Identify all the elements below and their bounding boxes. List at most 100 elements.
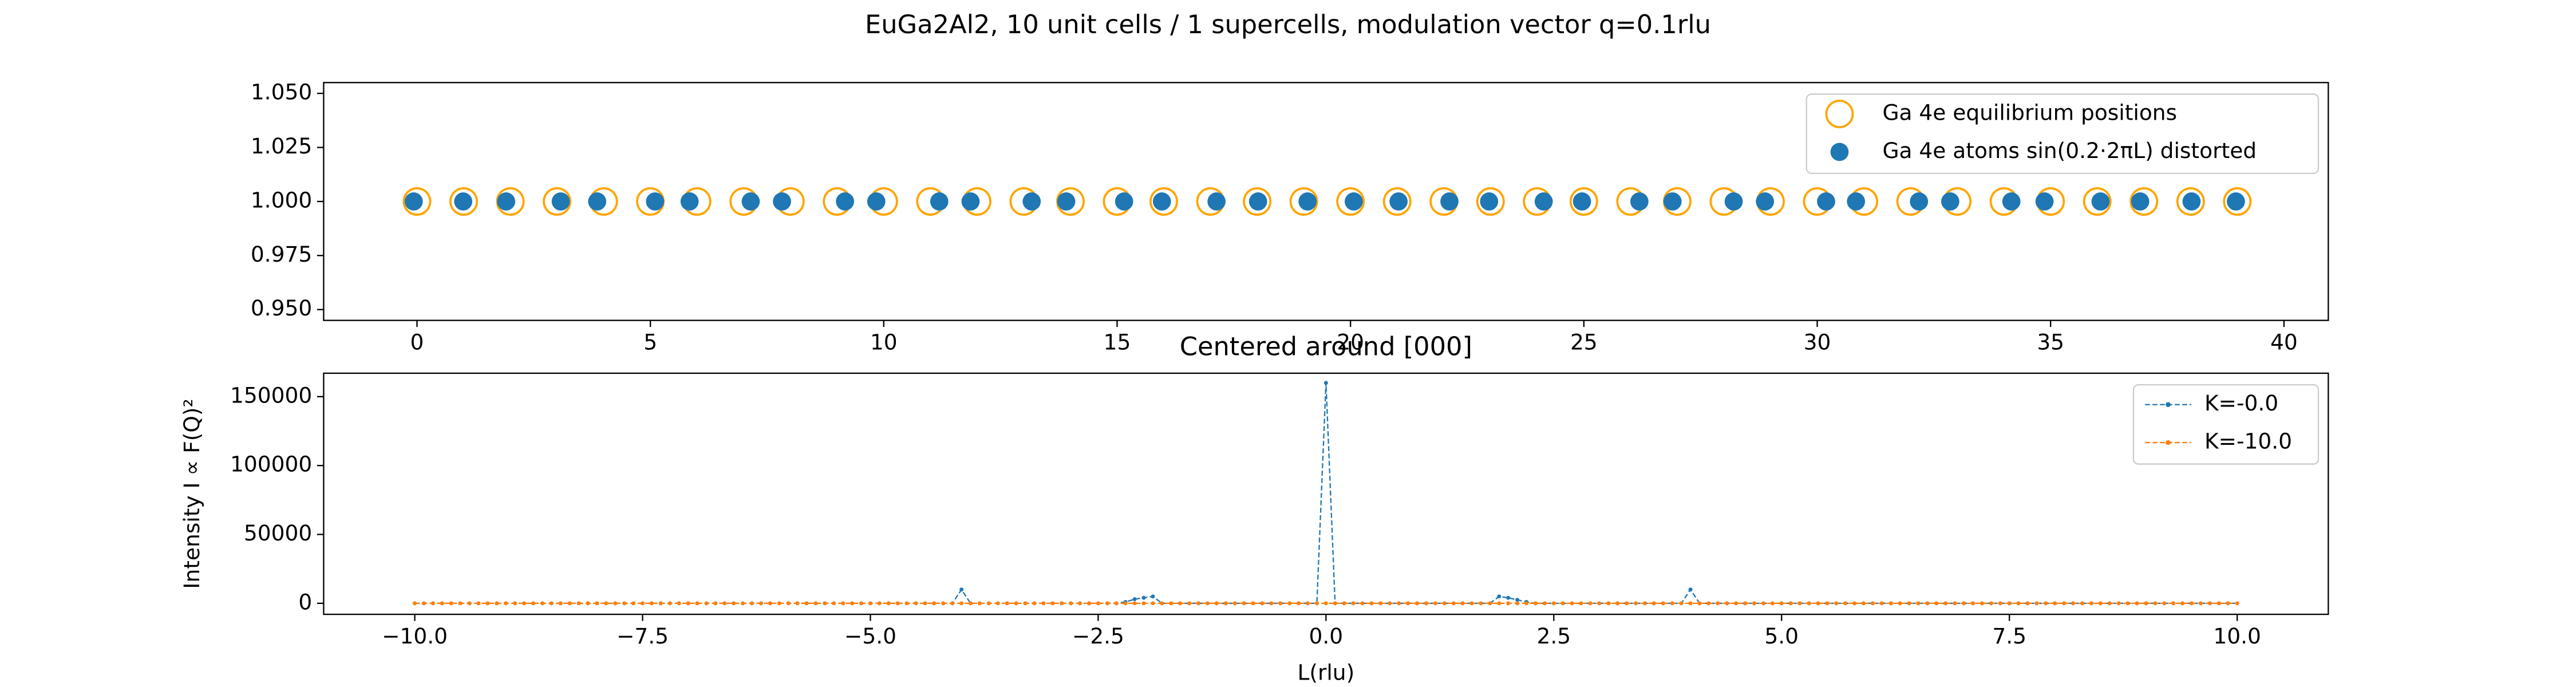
line-marker xyxy=(2125,601,2130,606)
line-marker xyxy=(804,601,809,606)
legend-label: K=-10.0 xyxy=(2204,429,2292,454)
scatter-point xyxy=(497,192,516,211)
line-marker xyxy=(1096,601,1100,606)
line-marker xyxy=(1323,601,1328,606)
x-tick-label: 2.5 xyxy=(1536,623,1571,649)
y-tick-label: 50000 xyxy=(244,520,312,546)
legend-label: Ga 4e equilibrium positions xyxy=(1882,100,2177,125)
scatter-point xyxy=(741,192,760,211)
scatter-point xyxy=(2129,187,2159,216)
line-marker xyxy=(1205,601,1210,606)
line-marker xyxy=(1779,601,1784,606)
line-marker xyxy=(686,601,690,606)
y-tick-label: 150000 xyxy=(230,382,312,408)
line-marker xyxy=(1050,601,1055,606)
line-marker xyxy=(895,601,900,606)
legend-marker xyxy=(1830,143,1849,161)
line-marker xyxy=(504,601,508,606)
line-marker xyxy=(959,601,964,606)
scatter-point xyxy=(551,192,570,211)
line-marker xyxy=(1287,601,1292,606)
line-marker xyxy=(1652,601,1656,606)
line-marker xyxy=(1551,601,1556,606)
line-marker xyxy=(2062,601,2067,606)
line-marker xyxy=(986,601,991,606)
line-marker xyxy=(1870,601,1875,606)
line-marker xyxy=(741,601,745,606)
line-marker xyxy=(1533,601,1538,606)
scatter-point xyxy=(2035,192,2054,211)
line-marker xyxy=(1816,601,1820,606)
line-marker xyxy=(1679,601,1684,606)
line-marker xyxy=(758,601,763,606)
line-marker xyxy=(1160,601,1164,606)
line-marker xyxy=(1151,594,1155,599)
scatter-point xyxy=(1382,187,1412,216)
scatter-point xyxy=(2227,192,2245,211)
line-marker xyxy=(1515,601,1520,606)
line-marker xyxy=(522,601,527,606)
line-marker xyxy=(950,601,955,606)
x-tick-label: 5 xyxy=(643,330,657,355)
line-marker xyxy=(1032,601,1037,606)
line-marker xyxy=(795,601,800,606)
line-marker xyxy=(1178,601,1183,606)
legend-marker xyxy=(2166,402,2171,408)
scatter-point xyxy=(1115,192,1133,211)
line-marker xyxy=(1196,601,1200,606)
y-tick-label: 0.975 xyxy=(251,242,312,267)
scatter-point xyxy=(1057,192,1076,211)
scatter-point xyxy=(867,192,886,211)
line-marker xyxy=(959,587,964,592)
line-marker xyxy=(2071,601,2076,606)
x-tick-label: −10.0 xyxy=(382,623,448,649)
line-marker xyxy=(2107,601,2112,606)
line-marker xyxy=(841,601,846,606)
line-marker xyxy=(1606,601,1611,606)
line-marker xyxy=(2162,601,2167,606)
line-marker xyxy=(2034,601,2039,606)
line-marker xyxy=(813,601,818,606)
x-tick-label: 40 xyxy=(2270,330,2298,355)
line-marker xyxy=(923,601,927,606)
line-marker xyxy=(1242,601,1246,606)
scatter-point xyxy=(1336,187,1365,216)
line-marker xyxy=(641,601,645,606)
line-marker xyxy=(2080,601,2084,606)
figure-title: EuGa2Al2, 10 unit cells / 1 supercells, … xyxy=(865,9,1711,40)
line-marker xyxy=(2190,601,2194,606)
scatter-point xyxy=(1344,192,1363,211)
line-marker xyxy=(2226,601,2230,606)
scatter-point xyxy=(1817,192,1835,211)
scatter-point xyxy=(402,187,432,216)
line-marker xyxy=(513,601,517,606)
scatter-point xyxy=(449,187,478,216)
line-marker xyxy=(622,601,627,606)
scatter-point xyxy=(1476,187,1505,216)
line-marker xyxy=(1743,601,1748,606)
scatter-point xyxy=(1480,192,1499,211)
line-marker xyxy=(786,601,791,606)
scatter-point xyxy=(2002,192,2021,211)
line-marker xyxy=(2135,601,2139,606)
line-marker xyxy=(2098,601,2103,606)
line-marker xyxy=(1862,601,1866,606)
line-marker xyxy=(1570,601,1574,606)
line-marker xyxy=(1023,601,1028,606)
y-tick-label: 1.025 xyxy=(251,133,312,159)
line-marker xyxy=(1488,601,1492,606)
x-tick-label: −5.0 xyxy=(844,623,896,649)
line-marker xyxy=(1397,601,1401,606)
line-marker xyxy=(649,601,654,606)
line-marker xyxy=(1132,601,1137,606)
legend-label: Ga 4e atoms sin(0.2·2πL) distorted xyxy=(1882,138,2257,163)
line-marker xyxy=(1734,601,1739,606)
x-tick-label: −2.5 xyxy=(1072,623,1124,649)
scatter-point xyxy=(2091,192,2110,211)
scatter-point xyxy=(1573,192,1591,211)
line-marker xyxy=(1916,601,1921,606)
line-marker xyxy=(1251,601,1255,606)
scatter-point xyxy=(2131,192,2150,211)
line-marker xyxy=(777,601,781,606)
line-marker xyxy=(1132,597,1137,602)
